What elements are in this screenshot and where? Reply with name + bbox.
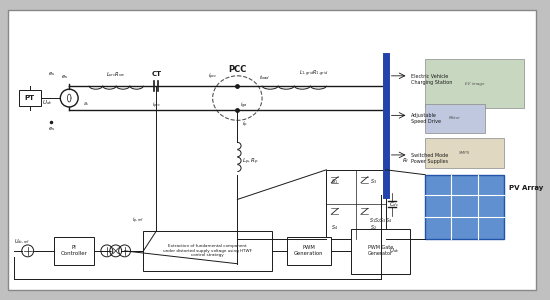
Text: $U_{dc}$: $U_{dc}$ — [42, 98, 53, 107]
Text: $L_{src}  R_{src}$: $L_{src} R_{src}$ — [106, 70, 125, 79]
Text: PT: PT — [25, 95, 35, 101]
Text: PCC: PCC — [228, 65, 246, 74]
Text: $e_s$: $e_s$ — [60, 73, 68, 81]
FancyBboxPatch shape — [8, 10, 536, 290]
Text: $R_f$: $R_f$ — [402, 156, 409, 165]
Text: $i_p$: $i_p$ — [243, 120, 248, 130]
Text: Adjustable
Speed Drive: Adjustable Speed Drive — [411, 113, 442, 124]
Text: PV Array: PV Array — [509, 184, 544, 190]
Text: PI
Controller: PI Controller — [60, 245, 87, 256]
Text: $i_{load}$: $i_{load}$ — [260, 73, 271, 82]
Text: $S_1  S_2  S_3  S_4$: $S_1 S_2 S_3 S_4$ — [369, 216, 392, 225]
FancyBboxPatch shape — [326, 170, 386, 239]
Text: $S_1$: $S_1$ — [331, 177, 338, 186]
Text: Motor: Motor — [449, 116, 461, 120]
FancyBboxPatch shape — [425, 103, 485, 133]
Text: $S_2$: $S_2$ — [370, 223, 377, 232]
FancyBboxPatch shape — [19, 90, 41, 106]
Text: $a_s$: $a_s$ — [82, 100, 90, 109]
Text: $i_{ga}$: $i_{ga}$ — [240, 100, 248, 111]
Text: $U_{dc}$: $U_{dc}$ — [389, 246, 399, 255]
Text: $i_{p,ref}$: $i_{p,ref}$ — [132, 216, 145, 226]
FancyBboxPatch shape — [351, 229, 410, 274]
Text: PWM Gate
Generator: PWM Gate Generator — [368, 245, 393, 256]
FancyBboxPatch shape — [425, 175, 504, 239]
Text: $e_s$: $e_s$ — [48, 70, 55, 78]
Text: $i_{pcc}$: $i_{pcc}$ — [152, 100, 161, 111]
Text: SMPS: SMPS — [459, 151, 470, 155]
Text: $S_4$: $S_4$ — [331, 223, 338, 232]
FancyBboxPatch shape — [54, 237, 94, 265]
Text: CT: CT — [151, 71, 161, 77]
Text: $U_{dc,ref}$: $U_{dc,ref}$ — [14, 238, 30, 246]
Text: PWM
Generation: PWM Generation — [294, 245, 323, 256]
Text: Electric Vehicle
Charging Station: Electric Vehicle Charging Station — [411, 74, 453, 85]
Text: $e_s$: $e_s$ — [48, 125, 55, 133]
Text: $C_{dc}$: $C_{dc}$ — [389, 200, 399, 209]
FancyBboxPatch shape — [144, 231, 272, 271]
Text: $L_p,  R_p$: $L_p, R_p$ — [243, 157, 259, 167]
Text: $S_3$: $S_3$ — [370, 177, 377, 186]
FancyBboxPatch shape — [425, 59, 524, 109]
Text: Extraction of fundamental component
under distorted supply voltage using HTWF
co: Extraction of fundamental component unde… — [163, 244, 252, 257]
FancyBboxPatch shape — [287, 237, 331, 265]
Text: $L_{1,grid}  R_{1,grid}$: $L_{1,grid} R_{1,grid}$ — [299, 69, 328, 79]
Text: EV image: EV image — [465, 82, 485, 86]
Text: $i_{pcc}$: $i_{pcc}$ — [208, 72, 218, 82]
FancyBboxPatch shape — [425, 138, 504, 168]
Text: Switched Mode
Power Supplies: Switched Mode Power Supplies — [411, 153, 449, 164]
